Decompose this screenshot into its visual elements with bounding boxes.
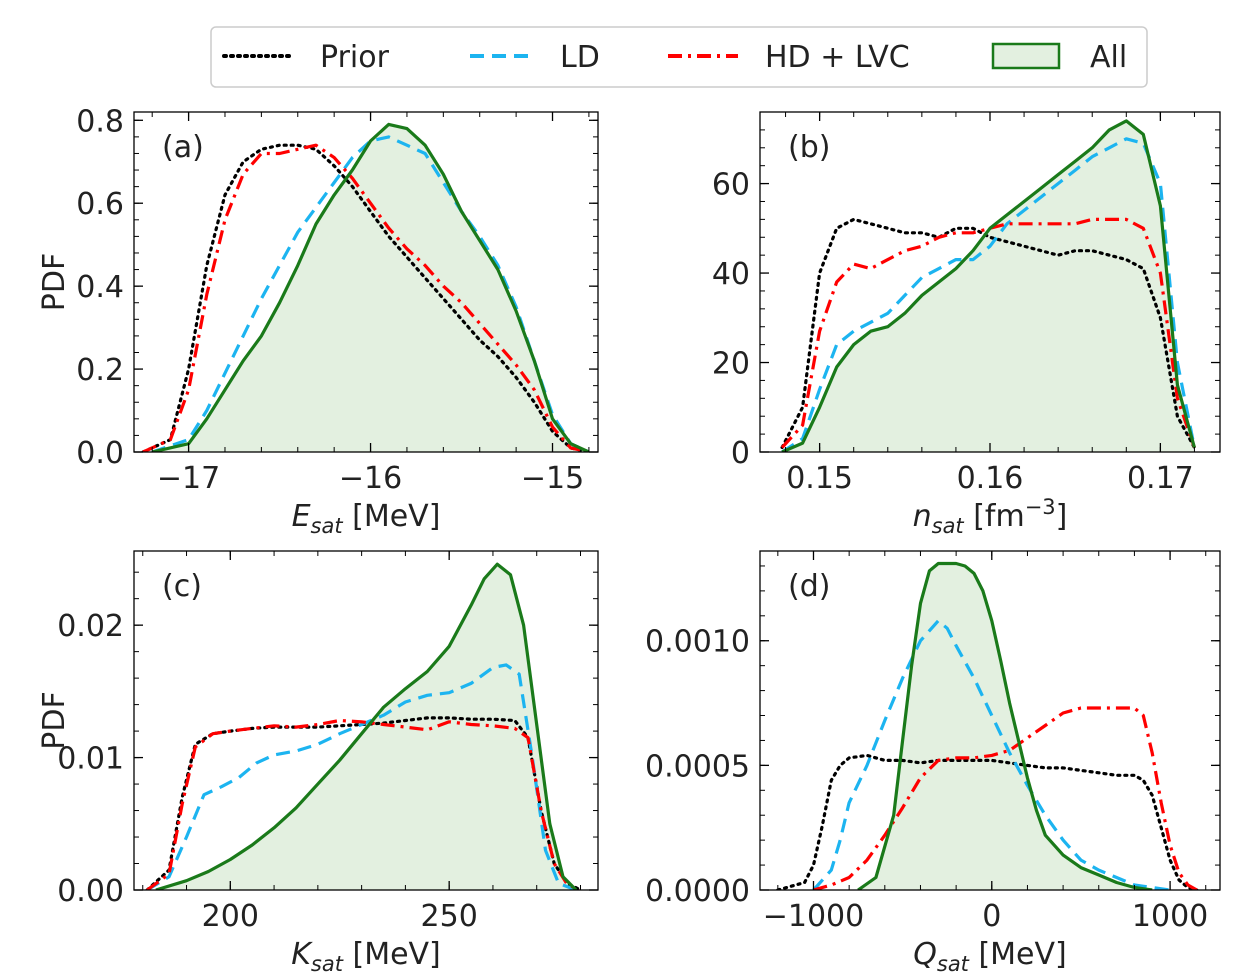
y-tick-label: 0.0005: [645, 749, 750, 784]
legend: Prior LD HD + LVC All: [210, 26, 1148, 88]
x-tick-label: 200: [202, 899, 259, 934]
panel-label: (c): [162, 569, 202, 604]
panel-b: 0.15 0.16 0.17 0 20 40 60 (b) nsat [fm−3]: [712, 111, 1221, 538]
panel-label: (a): [162, 130, 204, 165]
series-line-all: [155, 562, 578, 890]
series-line-ld: [781, 137, 1196, 452]
x-axis-label: nsat [fm−3]: [913, 495, 1068, 538]
panel-a: −17 −16 −15 0.0 0.2 0.4 0.6 0.8 (a) PDF Esat [MeV]: [37, 104, 599, 538]
legend-label-ld: LD: [560, 40, 600, 75]
series-fill-all: [152, 124, 589, 452]
y-tick-label: 0.6: [76, 187, 124, 222]
y-tick-label: 60: [712, 168, 750, 203]
series-line-ld: [812, 619, 1171, 890]
panel-label: (d): [788, 569, 830, 604]
panel-label: (b): [788, 130, 830, 165]
axes-frame: [133, 550, 599, 891]
y-tick-label: 0: [731, 436, 750, 471]
plot-area: [141, 122, 591, 452]
series-fill-all: [155, 564, 577, 890]
x-axis-label: Esat [MeV]: [292, 499, 441, 538]
y-tick-label: 0.2: [76, 353, 124, 388]
y-tick-label: 0.02: [57, 609, 124, 644]
series-line-hd-lvc: [142, 143, 590, 452]
axes-frame: [759, 550, 1221, 891]
series-line-hd-lvc: [780, 217, 1196, 449]
x-axis-label: Ksat [MeV]: [291, 937, 441, 976]
y-tick-label: 0.0010: [645, 625, 750, 660]
series-line-all: [857, 561, 1153, 890]
y-tick-label: 0.01: [57, 742, 124, 777]
series-line-ld: [151, 135, 590, 452]
series-line-all: [781, 119, 1196, 452]
series-fill-all: [782, 120, 1195, 452]
plot-area: [776, 561, 1199, 890]
series-line-hd-lvc: [146, 718, 582, 890]
series-fill-all: [858, 563, 1153, 890]
y-tick-label: 0.0000: [645, 874, 750, 909]
axes-frame: [133, 111, 599, 453]
y-tick-label: 0.00: [57, 874, 124, 909]
legend-swatch-all: [991, 42, 1061, 70]
x-tick-label: −17: [157, 461, 220, 496]
x-tick-label: −16: [339, 461, 402, 496]
x-axis-label: Qsat [MeV]: [913, 937, 1066, 976]
y-tick-label: 0.0: [76, 436, 124, 471]
y-axis-label: PDF: [37, 691, 72, 749]
x-tick-label: −15: [521, 461, 584, 496]
legend-entry-hd-lvc: HD + LVC: [668, 40, 910, 75]
x-tick-label: 250: [421, 899, 478, 934]
y-axis-label: PDF: [37, 253, 72, 311]
x-tick-label: 0: [982, 899, 1001, 934]
legend-entry-prior: Prior: [222, 40, 390, 75]
legend-label-hd-lvc: HD + LVC: [765, 40, 910, 75]
x-tick-label: 0.17: [1127, 461, 1194, 496]
plot-area: [780, 119, 1196, 452]
series-line-all: [151, 122, 590, 452]
y-tick-label: 0.4: [76, 270, 124, 305]
y-tick-label: 0.8: [76, 104, 124, 139]
x-tick-label: −1000: [763, 899, 864, 934]
legend-label-all: All: [1090, 40, 1127, 75]
series-line-prior: [776, 753, 1199, 890]
panel-d: −1000 0 1000 0.0000 0.0005 0.0010 (d) Qsat [MeV…: [645, 550, 1221, 976]
x-tick-label: 1000: [1132, 899, 1208, 934]
y-tick-label: 20: [712, 347, 750, 382]
series-line-prior: [780, 217, 1196, 450]
series-line-prior: [141, 143, 591, 452]
legend-entry-all: All: [991, 40, 1127, 75]
y-tick-label: 40: [712, 257, 750, 292]
panel-c: 200 250 0.00 0.01 0.02 (c) PDF Ksat [MeV]: [37, 550, 599, 976]
plot-area: [145, 562, 583, 890]
x-tick-label: 0.15: [786, 461, 853, 496]
x-tick-label: 0.16: [957, 461, 1024, 496]
legend-entry-ld: LD: [470, 40, 600, 75]
legend-label-prior: Prior: [320, 40, 390, 75]
